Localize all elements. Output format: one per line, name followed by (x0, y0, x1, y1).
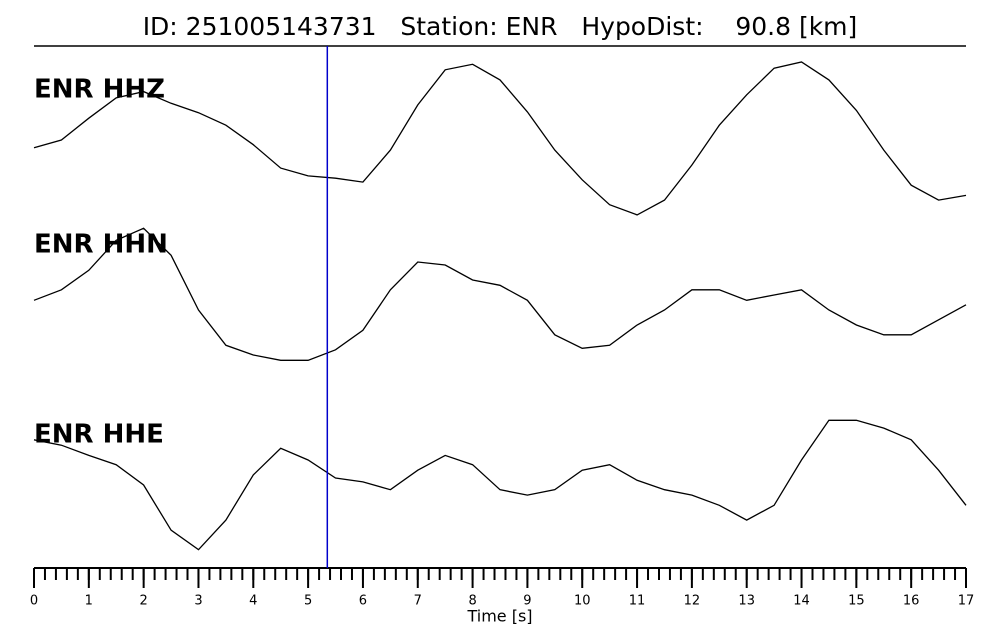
chart-title: ID: 251005143731 Station: ENR HypoDist: … (143, 12, 858, 41)
trace-label: ENR HHN (34, 230, 168, 260)
x-tick-label: 16 (903, 594, 920, 609)
trace (33, 61, 967, 216)
x-axis-label: Time [s] (466, 607, 532, 626)
x-tick-label: 0 (30, 594, 38, 609)
x-tick-label: 15 (848, 594, 865, 609)
x-tick-label: 7 (414, 594, 422, 609)
trace (33, 227, 967, 361)
x-tick-label: 6 (359, 594, 367, 609)
x-tick-label: 13 (738, 594, 755, 609)
x-tick-label: 3 (194, 594, 202, 609)
trace (33, 419, 967, 551)
x-tick-label: 11 (629, 594, 646, 609)
x-tick-label: 14 (793, 594, 810, 609)
trace-label: ENR HHE (34, 420, 164, 450)
x-tick-label: 12 (684, 594, 701, 609)
x-tick-label: 8 (468, 594, 476, 609)
x-tick-label: 9 (523, 594, 531, 609)
x-tick-label: 17 (958, 594, 975, 609)
trace-label: ENR HHZ (34, 75, 165, 105)
x-tick-label: 2 (140, 594, 148, 609)
x-tick-label: 4 (249, 594, 257, 609)
x-tick-label: 5 (304, 594, 312, 609)
x-tick-label: 1 (85, 594, 93, 609)
x-tick-label: 10 (574, 594, 591, 609)
